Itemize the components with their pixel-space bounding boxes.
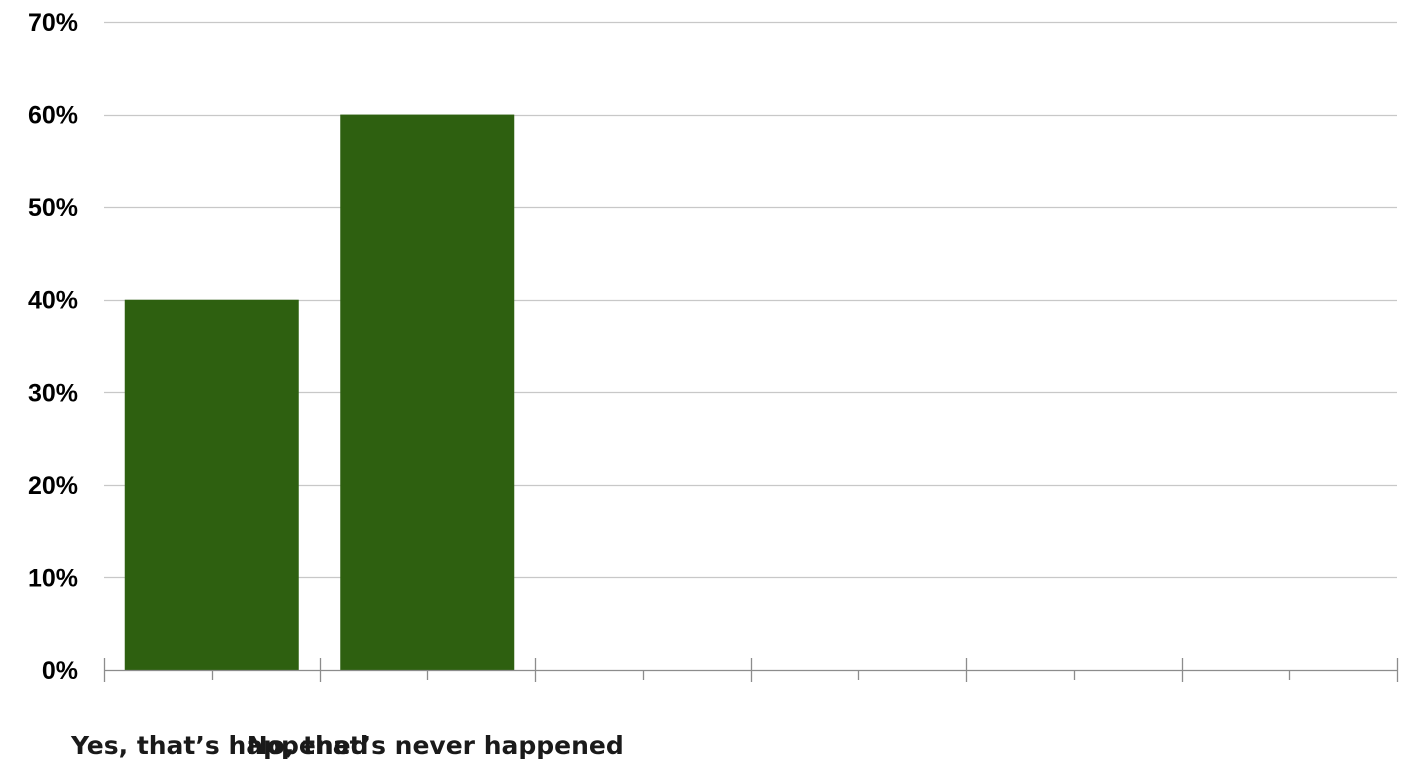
bar bbox=[124, 299, 299, 670]
y-tick-label: 30% bbox=[28, 379, 78, 407]
y-tick-label: 0% bbox=[42, 657, 78, 685]
y-tick-label: 60% bbox=[28, 102, 78, 130]
x-category-label: No, that’s never happened bbox=[247, 731, 624, 760]
bar bbox=[340, 114, 515, 671]
gridlines bbox=[104, 21, 1397, 579]
x-axis bbox=[103, 658, 1399, 682]
y-tick-labels: 0% 10% 20% 30% 40% 50% 60% 70% bbox=[28, 9, 78, 685]
y-tick-label: 70% bbox=[28, 9, 78, 37]
bars bbox=[124, 114, 515, 671]
x-category-label: Yes, that’s happened bbox=[70, 731, 369, 760]
y-tick-label: 50% bbox=[28, 194, 78, 222]
y-tick-label: 20% bbox=[28, 472, 78, 500]
y-tick-label: 40% bbox=[28, 287, 78, 315]
y-tick-label: 10% bbox=[28, 564, 78, 592]
